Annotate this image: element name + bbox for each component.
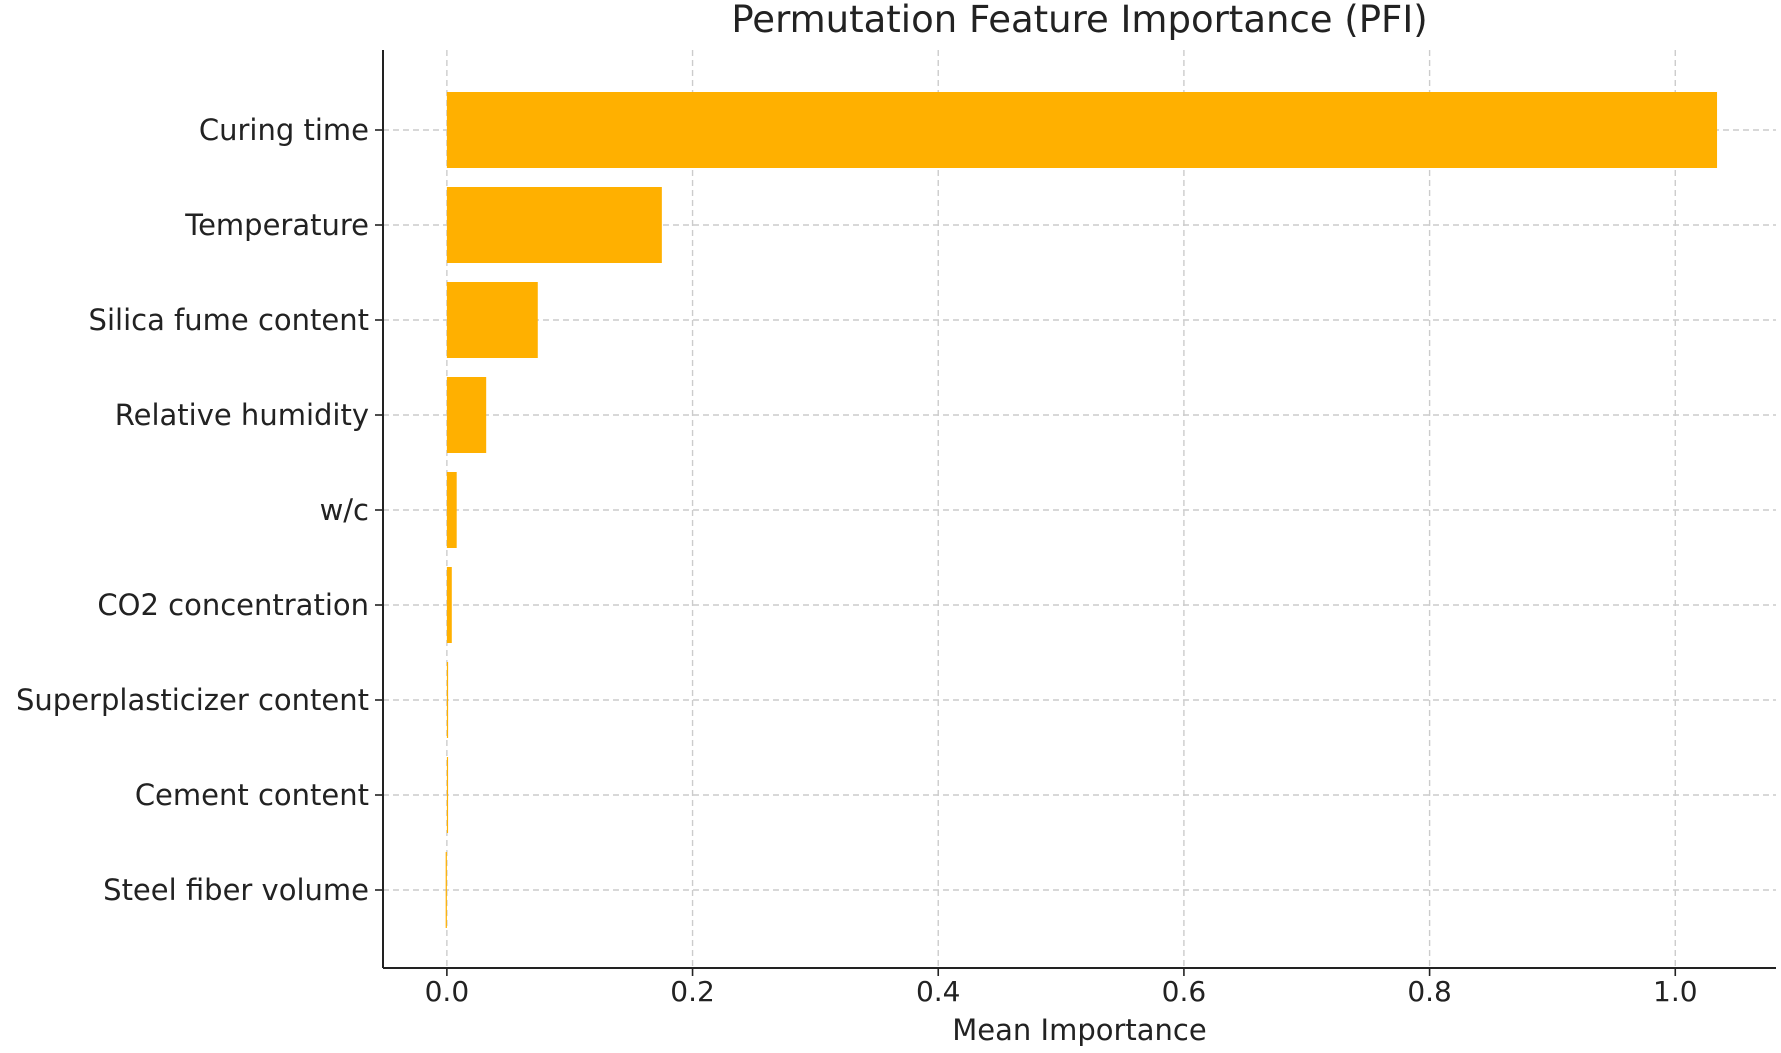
x-tick-label: 0.0 <box>425 975 470 1008</box>
y-tick-label: Relative humidity <box>115 398 369 432</box>
y-tick-label: Silica fume content <box>89 303 369 337</box>
x-tick-label: 0.8 <box>1407 975 1452 1008</box>
y-tick-labels: Curing time Temperature Silica fume conten… <box>16 113 369 907</box>
bars <box>445 92 1718 928</box>
y-tick-label: CO2 concentration <box>97 588 369 622</box>
x-tick-label: 1.0 <box>1653 975 1698 1008</box>
bar-superplasticizer-content <box>446 662 449 738</box>
x-tick-label: 0.2 <box>670 975 715 1008</box>
bar-temperature <box>446 187 662 263</box>
bar-silica-fume-content <box>446 282 538 358</box>
bar-w-c <box>446 472 457 548</box>
bar-co2-concentration <box>446 567 452 643</box>
y-tick-label: Steel fiber volume <box>103 873 369 907</box>
bar-relative-humidity <box>446 377 487 453</box>
y-tick-label: Superplasticizer content <box>16 683 369 717</box>
y-tick-label: Cement content <box>135 778 369 812</box>
bar-cement-content <box>446 757 449 833</box>
axes <box>375 50 1776 976</box>
bar-curing-time <box>446 92 1718 168</box>
x-axis-label: Mean Importance <box>952 1013 1206 1047</box>
y-tick-label: Temperature <box>184 208 369 242</box>
x-tick-labels: 0.0 0.2 0.4 0.6 0.8 1.0 <box>425 975 1698 1008</box>
chart-title: Permutation Feature Importance (PFI) <box>731 0 1427 41</box>
x-tick-label: 0.6 <box>1162 975 1207 1008</box>
y-tick-label: Curing time <box>199 113 369 147</box>
x-tick-label: 0.4 <box>916 975 961 1008</box>
y-tick-label: w/c <box>320 493 369 527</box>
bar-steel-fiber-volume <box>445 852 447 928</box>
